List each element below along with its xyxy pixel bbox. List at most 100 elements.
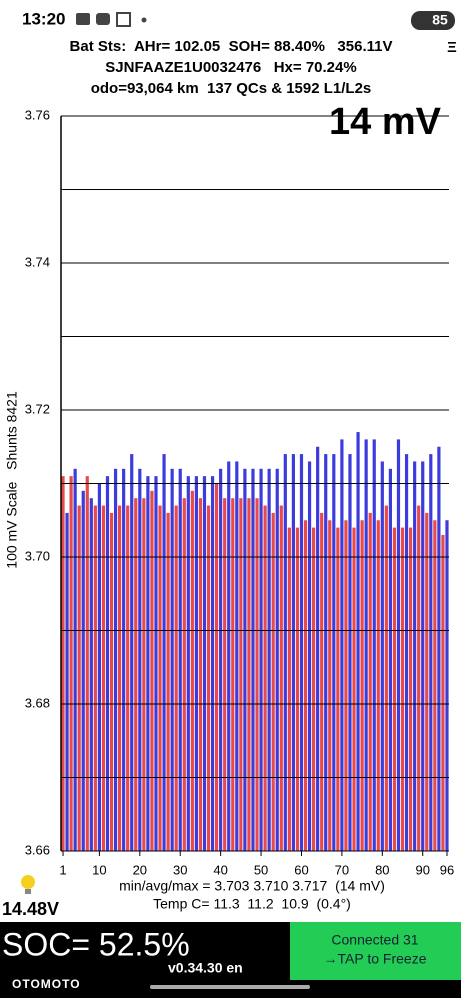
bar [409, 527, 413, 851]
bar [170, 468, 174, 851]
bar [384, 505, 388, 851]
bar [336, 527, 340, 851]
y-tick-label: 3.72 [25, 401, 50, 416]
bar [182, 498, 186, 851]
bulb-icon [25, 889, 31, 894]
watermark: OTOMOTO [12, 977, 81, 991]
menu-button[interactable]: Ξ [447, 39, 457, 56]
bar [425, 512, 429, 851]
bar [324, 454, 328, 851]
bar [283, 454, 287, 851]
bar [109, 512, 114, 851]
bar [69, 476, 73, 851]
status-icon [141, 17, 147, 23]
bar [101, 505, 106, 851]
x-tick-label: 70 [335, 862, 349, 877]
bar [404, 454, 409, 851]
bar [396, 439, 401, 851]
x-tick-label: 90 [415, 862, 429, 877]
bar [81, 490, 85, 851]
bar [376, 520, 380, 851]
bar [316, 446, 320, 851]
bar [267, 468, 271, 851]
bar [65, 512, 69, 851]
x-tick-label: 20 [133, 862, 147, 877]
bar [312, 527, 316, 851]
bar [291, 454, 295, 851]
x-tick-label: 80 [375, 862, 389, 877]
bar [105, 476, 110, 851]
bar [303, 520, 308, 851]
bar [287, 527, 291, 851]
status-icon [76, 13, 90, 25]
bar [332, 454, 336, 851]
button-text: →TAP to Freeze [324, 951, 427, 967]
bar [421, 461, 425, 851]
bar [441, 534, 445, 851]
bar [142, 498, 146, 851]
bar [202, 476, 207, 851]
bar [93, 505, 97, 851]
bar [206, 505, 211, 851]
bar [348, 454, 352, 851]
bar [279, 505, 283, 851]
bar [113, 468, 118, 851]
bar [223, 498, 227, 851]
y-tick-label: 3.66 [25, 842, 50, 857]
bar [122, 468, 126, 851]
spread-label: 14 mV [329, 101, 442, 143]
bar [413, 461, 417, 851]
bar [198, 498, 203, 851]
bar [239, 498, 243, 851]
x-tick-label: 60 [294, 862, 308, 877]
x-tick-label: 96 [440, 862, 454, 877]
header-line: SJNFAAZE1U0032476 Hx= 70.24% [105, 59, 356, 76]
bar [219, 468, 223, 851]
bar [178, 468, 182, 851]
bar [344, 520, 348, 851]
soc: SOC= 52.5% [2, 926, 190, 962]
battery-icon [411, 11, 455, 30]
header-line: Bat Sts: AHr= 102.05 SOH= 88.40% 356.11V [70, 38, 393, 55]
bar [186, 476, 190, 851]
bar [61, 476, 65, 851]
bar [364, 439, 368, 851]
bar [235, 461, 239, 851]
bar [259, 468, 263, 851]
header-line: odo=93,064 km 137 QCs & 1592 L1/L2s [91, 80, 372, 97]
status-bar [0, 0, 461, 38]
bar [126, 505, 130, 851]
bar [275, 468, 279, 851]
voltage-summary: min/avg/max = 3.703 3.710 3.717 (14 mV) [119, 878, 385, 894]
bar [194, 476, 198, 851]
bar [307, 461, 312, 851]
x-tick-label: 1 [59, 862, 66, 877]
y-tick-label: 3.74 [25, 254, 50, 269]
bar [255, 498, 259, 851]
x-tick-label: 30 [173, 862, 187, 877]
bar [118, 505, 122, 851]
bar [271, 512, 275, 851]
bulb-icon [21, 875, 35, 889]
bar [320, 512, 324, 851]
bar [130, 454, 134, 851]
bar [388, 468, 392, 851]
bar [356, 432, 360, 851]
y-tick-label: 3.68 [25, 695, 50, 710]
bar [162, 454, 166, 851]
status-icon [96, 13, 110, 25]
bar [243, 468, 247, 851]
bar [85, 476, 89, 851]
bar [433, 520, 437, 851]
bar [352, 527, 356, 851]
freeze-button[interactable] [290, 922, 461, 980]
version: v0.34.30 en [168, 960, 243, 976]
y-tick-label: 3.76 [25, 107, 50, 122]
y-tick-label: 3.70 [25, 548, 50, 563]
battery-level: 85 [432, 12, 448, 28]
bar [89, 498, 93, 851]
bar [227, 461, 231, 851]
bar [158, 505, 162, 851]
bar [368, 512, 372, 851]
bar [263, 505, 267, 851]
